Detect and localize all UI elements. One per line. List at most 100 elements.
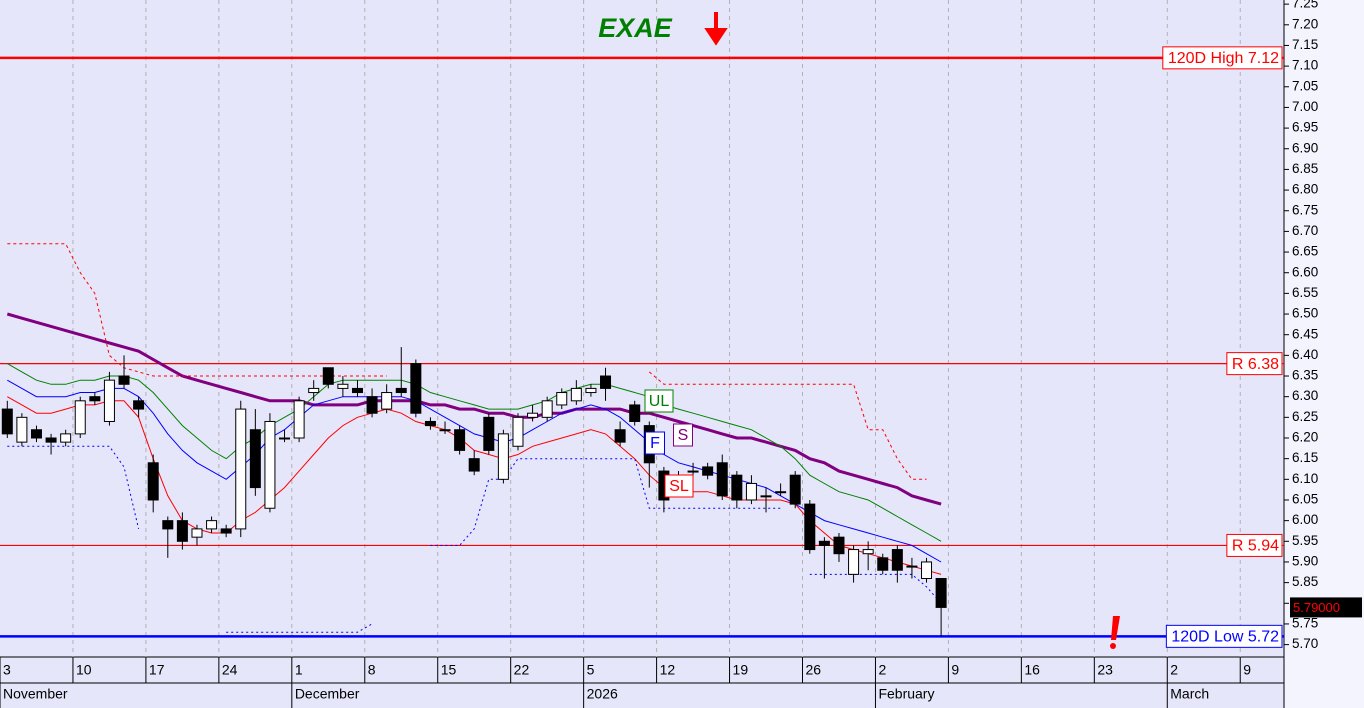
y-tick-label: 6.35 xyxy=(1292,368,1318,383)
candle-body xyxy=(921,561,933,579)
candle-body xyxy=(264,420,276,509)
candle-body xyxy=(614,429,626,443)
candle-body xyxy=(731,474,743,501)
candle-body xyxy=(424,420,436,427)
last-price-box xyxy=(1290,597,1362,618)
y-tick-label: 6.80 xyxy=(1292,182,1318,197)
candle-body xyxy=(322,367,334,385)
candle-body xyxy=(74,400,86,435)
x-tick-label: 1 xyxy=(295,662,303,678)
series-tag-box xyxy=(664,474,694,498)
y-tick-label: 6.00 xyxy=(1292,512,1318,527)
x-tick-label: 16 xyxy=(1024,662,1040,678)
candle-body xyxy=(570,387,582,402)
alert-mark xyxy=(1111,616,1120,640)
candle-body xyxy=(454,429,466,451)
candle-body xyxy=(745,482,757,501)
x-tick-label: 3 xyxy=(3,662,11,678)
level-label-box xyxy=(1226,533,1283,557)
candle-body xyxy=(162,520,174,530)
series-tag-box xyxy=(645,431,665,455)
y-tick-label: 7.15 xyxy=(1292,37,1318,52)
candle-body xyxy=(848,549,860,575)
stop-line xyxy=(7,445,942,633)
candle-body xyxy=(629,404,641,422)
candle-body xyxy=(351,387,363,394)
candle-body xyxy=(337,383,349,389)
candle-body xyxy=(206,520,218,530)
candle-body xyxy=(1,408,13,435)
month-label: March xyxy=(1170,686,1209,702)
level-label: R 6.38 xyxy=(1232,356,1279,373)
series-tag: UL xyxy=(649,393,670,410)
series-tag-box xyxy=(673,423,693,447)
candle-body xyxy=(235,408,247,530)
candle-body xyxy=(556,392,568,406)
y-tick-label: 6.65 xyxy=(1292,244,1318,259)
candle-body xyxy=(89,396,101,402)
series-tag-box xyxy=(644,389,674,413)
candle-body xyxy=(527,412,539,418)
x-tick-label: 5 xyxy=(587,662,595,678)
candle-body xyxy=(541,400,553,418)
candle-body xyxy=(483,416,495,451)
month-label: 2026 xyxy=(587,686,618,702)
stop-line xyxy=(7,243,927,480)
x-tick-label: 22 xyxy=(514,662,530,678)
x-tick-label: 19 xyxy=(733,662,749,678)
y-tick-label: 7.00 xyxy=(1292,99,1318,114)
candle-body xyxy=(308,387,320,394)
y-tick-label: 6.25 xyxy=(1292,409,1318,424)
candle-body xyxy=(191,528,203,538)
y-tick-label: 5.95 xyxy=(1292,533,1318,548)
x-tick-label: 8 xyxy=(368,662,376,678)
y-tick-label: 6.20 xyxy=(1292,430,1318,445)
x-tick-label: 15 xyxy=(441,662,457,678)
candle-body xyxy=(293,400,305,439)
plot-area xyxy=(0,0,1284,657)
candle-body xyxy=(862,549,874,555)
y-tick-label: 6.70 xyxy=(1292,223,1318,238)
y-tick-label: 7.20 xyxy=(1292,16,1318,31)
series-tag: F xyxy=(650,435,660,452)
candle-body xyxy=(395,387,407,394)
x-tick-label: 10 xyxy=(76,662,92,678)
candle-body xyxy=(585,387,597,394)
y-tick-label: 6.30 xyxy=(1292,388,1318,403)
candle-body xyxy=(103,379,115,422)
candle-body xyxy=(789,474,801,505)
level-label: 120D Low 5.72 xyxy=(1171,629,1279,646)
x-tick-label: 12 xyxy=(660,662,676,678)
y-tick-label: 7.05 xyxy=(1292,78,1318,93)
candle-body xyxy=(249,429,261,489)
candle-body xyxy=(818,540,830,546)
level-label-box xyxy=(1226,352,1283,376)
candle-body xyxy=(366,396,378,414)
month-label: November xyxy=(3,686,68,702)
series-tag: SL xyxy=(669,478,689,495)
candle-body xyxy=(220,528,232,534)
candle-body xyxy=(410,363,422,414)
candle-body xyxy=(906,565,918,568)
y-tick-label: 6.40 xyxy=(1292,347,1318,362)
y-tick-label: 6.05 xyxy=(1292,492,1318,507)
level-label-box xyxy=(1165,624,1283,648)
level-label-box xyxy=(1162,46,1283,70)
y-tick-label: 5.70 xyxy=(1292,636,1318,651)
candle-body xyxy=(468,458,480,472)
y-tick-label: 6.95 xyxy=(1292,120,1318,135)
y-tick-label: 5.90 xyxy=(1292,554,1318,569)
candle-body xyxy=(760,495,772,498)
candle-body xyxy=(45,437,57,443)
y-tick-label: 6.10 xyxy=(1292,471,1318,486)
x-tick-label: 9 xyxy=(951,662,959,678)
x-tick-label: 24 xyxy=(222,662,238,678)
down-arrow xyxy=(704,12,728,46)
x-tick-label: 17 xyxy=(149,662,165,678)
y-tick-label: 6.50 xyxy=(1292,306,1318,321)
alert-dot xyxy=(1110,643,1116,649)
y-tick-label: 6.15 xyxy=(1292,450,1318,465)
line-series xyxy=(7,379,942,563)
